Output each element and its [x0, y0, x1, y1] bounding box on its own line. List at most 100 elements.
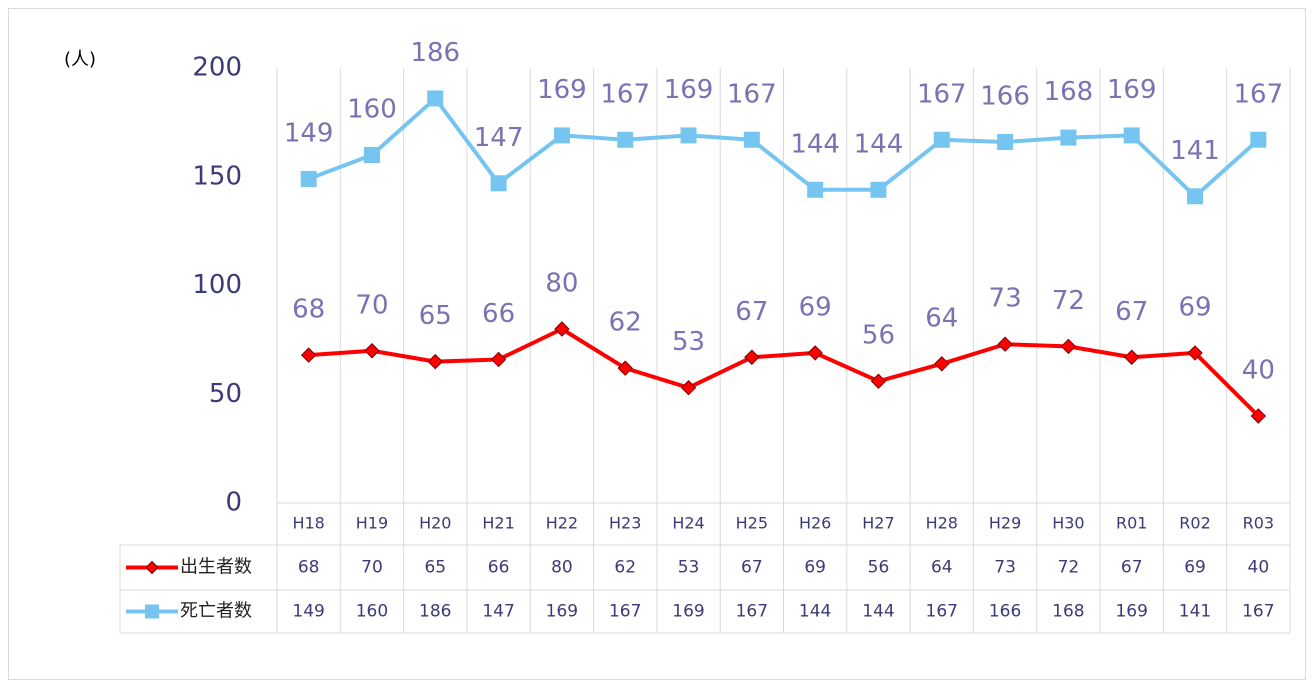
data-label: 144 [790, 129, 840, 159]
x-tick-label: H20 [419, 514, 451, 533]
table-cell: 149 [292, 602, 324, 622]
table-cell: 66 [488, 558, 510, 578]
legend-label: 死亡者数 [180, 601, 252, 622]
data-label: 160 [347, 95, 397, 125]
marker [1250, 408, 1267, 424]
table-cell: 56 [868, 558, 890, 578]
table-cell: 68 [298, 558, 320, 578]
table-cell: 40 [1248, 558, 1270, 578]
x-tick-label: H21 [482, 514, 514, 533]
table-cell: 167 [926, 602, 958, 622]
x-tick-label: R03 [1243, 514, 1274, 533]
data-label: 67 [735, 297, 768, 327]
table-cell: 67 [741, 558, 763, 578]
data-label: 186 [410, 38, 460, 68]
y-tick-label: 0 [225, 488, 242, 518]
table-cell: 141 [1179, 602, 1211, 622]
series-line [308, 327, 1260, 418]
table-cell: 144 [862, 602, 894, 622]
marker [743, 131, 760, 148]
data-label: 67 [1115, 297, 1148, 327]
data-label: 56 [862, 321, 895, 351]
data-label: 40 [1242, 356, 1275, 386]
data-label: 144 [854, 129, 904, 159]
x-tick-label: R02 [1179, 514, 1210, 533]
table-cell: 65 [424, 558, 446, 578]
marker [1060, 129, 1077, 146]
x-tick-label: H22 [546, 514, 578, 533]
data-label: 169 [1107, 75, 1157, 105]
marker [934, 356, 950, 372]
data-label: 66 [482, 299, 515, 329]
data-label: 64 [925, 303, 958, 333]
data-label: 167 [727, 79, 777, 109]
table-cell: 64 [931, 558, 953, 578]
table-cell: 67 [1121, 558, 1143, 578]
marker [1060, 338, 1077, 355]
data-label: 69 [799, 292, 832, 322]
y-tick-label: 150 [192, 161, 242, 191]
table-cell: 72 [1058, 558, 1080, 578]
data-label: 149 [284, 118, 334, 148]
marker [300, 170, 317, 187]
marker [553, 127, 570, 144]
marker [617, 360, 633, 376]
table-cell: 186 [419, 602, 451, 622]
data-label: 69 [1178, 292, 1211, 322]
marker [680, 127, 697, 144]
data-label: 168 [1044, 77, 1094, 107]
marker [364, 343, 380, 359]
x-tick-label: H24 [672, 514, 704, 533]
y-tick-label: 200 [192, 53, 242, 83]
x-tick-label: H27 [862, 514, 894, 533]
legend-label: 出生者数 [180, 557, 252, 578]
data-label: 167 [917, 79, 967, 109]
data-label: 65 [419, 301, 452, 331]
data-label: 169 [664, 75, 714, 105]
marker [744, 349, 760, 365]
marker [933, 131, 950, 148]
table-cell: 169 [546, 602, 578, 622]
marker [427, 90, 444, 107]
table-cell: 166 [989, 602, 1021, 622]
marker [807, 181, 824, 198]
marker [490, 175, 507, 192]
marker [617, 131, 634, 148]
marker [997, 133, 1014, 150]
table-cell: 144 [799, 602, 831, 622]
data-label: 169 [537, 75, 587, 105]
marker [1250, 131, 1267, 148]
data-label: 53 [672, 327, 705, 357]
data-label: 80 [545, 269, 578, 299]
x-tick-label: H19 [356, 514, 388, 533]
marker [427, 353, 443, 370]
x-tick-label: R01 [1116, 514, 1147, 533]
table-cell: 69 [804, 558, 826, 578]
y-tick-label: 100 [192, 270, 242, 300]
marker [554, 321, 570, 337]
legend-marker [145, 604, 159, 619]
series-line [307, 96, 1260, 199]
table-cell: 53 [678, 558, 700, 578]
table-cell: 80 [551, 558, 573, 578]
x-tick-label: H26 [799, 514, 831, 533]
marker [363, 147, 380, 163]
table-cell: 147 [482, 602, 514, 622]
data-label: 73 [989, 284, 1022, 314]
marker [1124, 349, 1140, 365]
data-label: 166 [980, 81, 1030, 111]
table-cell: 168 [1052, 602, 1084, 622]
table-cell: 167 [1242, 602, 1274, 622]
table-cell: 70 [361, 558, 383, 578]
marker [680, 380, 697, 396]
marker [1187, 345, 1203, 361]
data-label: 147 [474, 123, 524, 153]
data-label: 70 [355, 290, 388, 320]
data-label: 72 [1052, 286, 1085, 316]
marker [870, 181, 887, 198]
table-cell: 160 [356, 602, 388, 622]
table-cell: 169 [1115, 602, 1147, 622]
marker [300, 347, 317, 363]
table-cell: 73 [994, 558, 1016, 578]
x-tick-label: H28 [926, 514, 958, 533]
